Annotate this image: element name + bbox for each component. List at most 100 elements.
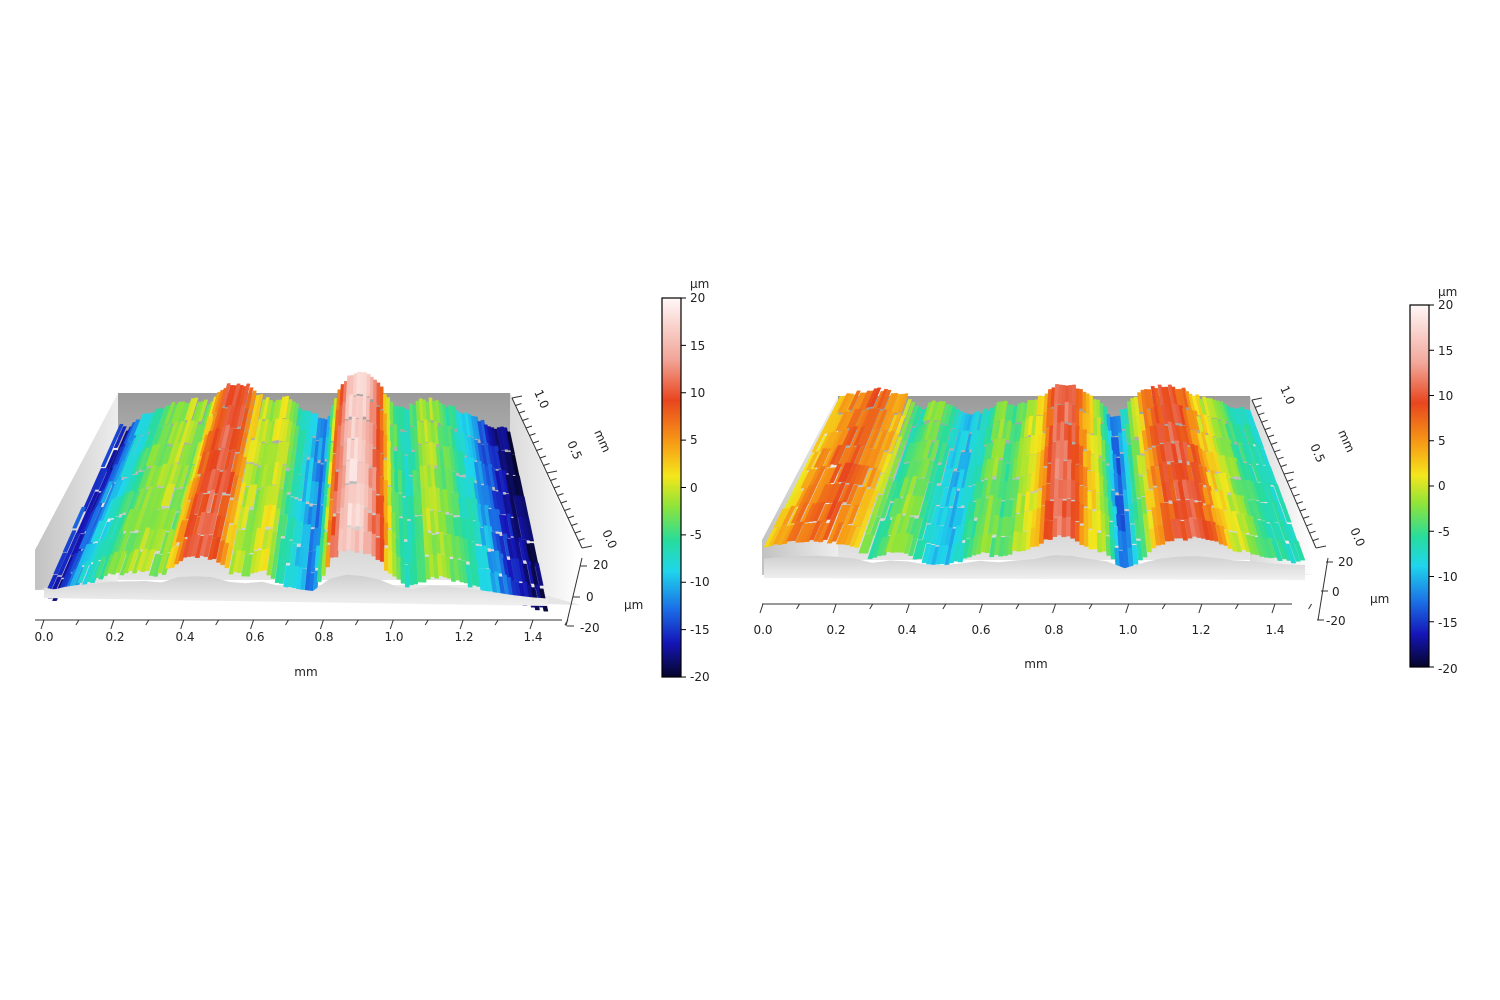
surface-cell xyxy=(226,471,235,494)
surface-cell xyxy=(389,401,394,425)
z-tick-label: -20 xyxy=(580,621,600,635)
surface-cell xyxy=(865,449,877,469)
surface-cell xyxy=(376,406,381,430)
surface-cell xyxy=(383,413,388,437)
surface-cell xyxy=(292,403,300,426)
surface-cell xyxy=(890,394,902,414)
surface-cell xyxy=(1078,389,1084,409)
surface-cell xyxy=(899,533,910,553)
surface-cell xyxy=(106,551,120,574)
surface-cell xyxy=(932,464,942,485)
front-wall xyxy=(764,555,1305,580)
surface-cell xyxy=(1136,540,1143,561)
surface-cell xyxy=(184,420,195,443)
surface-cell xyxy=(1079,445,1084,466)
surface-cell xyxy=(1138,433,1145,454)
x-major-tick xyxy=(319,619,324,630)
colorbar-tick-label: -10 xyxy=(690,575,710,589)
surface-cell xyxy=(942,425,952,445)
surface-cell xyxy=(881,453,893,473)
surface-cell xyxy=(386,419,391,442)
colorbar-tick-label: 15 xyxy=(690,339,705,353)
x-tick-label: 0.4 xyxy=(175,630,194,644)
surface-cell xyxy=(136,548,148,571)
surface-cell xyxy=(799,523,814,543)
surface-cell xyxy=(1075,407,1080,428)
surface-cell xyxy=(106,496,120,519)
surface-cell xyxy=(876,536,888,557)
surface-cell xyxy=(185,445,196,468)
surface-cell xyxy=(830,501,843,521)
x-tick-label: 0.0 xyxy=(753,623,772,637)
surface-cell xyxy=(364,463,370,487)
surface-cell xyxy=(379,476,385,499)
surface-cell xyxy=(920,458,931,478)
surface-cell xyxy=(869,387,882,407)
x-tick-label: 1.2 xyxy=(1191,623,1210,637)
surface-cell xyxy=(164,483,176,507)
surface-cell xyxy=(926,400,936,420)
surface-cell xyxy=(1078,411,1084,431)
height-surface xyxy=(43,371,549,612)
surface-cell xyxy=(1025,530,1032,550)
surface-cell xyxy=(1062,461,1068,481)
y-axis: 1.0 0.5 0.0 mm xyxy=(511,388,620,551)
surface-cell xyxy=(1071,444,1076,464)
surface-cell xyxy=(971,536,980,556)
surface-cell xyxy=(795,523,809,543)
surface-cell xyxy=(1232,532,1243,553)
surface-cell xyxy=(1070,519,1076,539)
surface-cell xyxy=(362,531,369,554)
surface-cell xyxy=(282,419,290,442)
surface-cell xyxy=(379,495,385,519)
surface-cell xyxy=(268,505,277,528)
surface-cell xyxy=(367,531,373,554)
surface-cell xyxy=(372,467,377,490)
surface-cell xyxy=(1083,527,1089,547)
surface-cell xyxy=(94,468,109,490)
surface-cell xyxy=(115,550,128,573)
y-minor-tick xyxy=(529,433,536,436)
surface-cell xyxy=(1075,464,1080,484)
colorbar-tick-label: -20 xyxy=(1438,662,1458,676)
y-minor-tick xyxy=(567,515,575,519)
surface-cell xyxy=(148,553,160,576)
surface-cell xyxy=(1001,422,1009,442)
surface-cell xyxy=(1082,412,1087,433)
surface-cell xyxy=(867,490,879,510)
height-surface xyxy=(763,384,1306,570)
surface-cell xyxy=(363,508,369,532)
surface-cell xyxy=(1074,522,1080,542)
colorbar-tick-label: 0 xyxy=(1438,479,1446,493)
surface-cell xyxy=(1079,504,1085,524)
x-minor-tick xyxy=(145,619,150,626)
surface-cell xyxy=(912,540,923,560)
surface-cell xyxy=(1058,459,1064,480)
surface-cell xyxy=(943,405,954,425)
surface-cell xyxy=(993,401,1001,422)
colorbar-unit: µm xyxy=(1438,285,1457,299)
surface-cell xyxy=(233,406,243,429)
surface-cell xyxy=(829,463,842,483)
surface-cell xyxy=(216,516,226,539)
surface-cell xyxy=(465,564,473,588)
surface-cell xyxy=(387,529,393,553)
y-tick-label: 1.0 xyxy=(531,388,552,411)
surface-cell xyxy=(363,484,369,508)
surface-cell xyxy=(174,440,185,463)
surface-cell xyxy=(908,536,919,556)
surface-cell xyxy=(220,542,230,566)
surface-cell xyxy=(1091,511,1098,531)
y-major-tick xyxy=(511,395,523,399)
surface-cell xyxy=(1162,521,1171,542)
surface-cell xyxy=(386,462,392,486)
surface-cell xyxy=(1015,403,1022,423)
surface-cell xyxy=(296,452,304,475)
surface-cell xyxy=(387,551,393,574)
surface-cell xyxy=(506,431,516,455)
surface-cell xyxy=(137,413,150,436)
surface-cell xyxy=(1079,525,1085,546)
surface-cell xyxy=(341,528,348,552)
surface-cell xyxy=(525,518,535,542)
surface-cell xyxy=(921,543,932,564)
